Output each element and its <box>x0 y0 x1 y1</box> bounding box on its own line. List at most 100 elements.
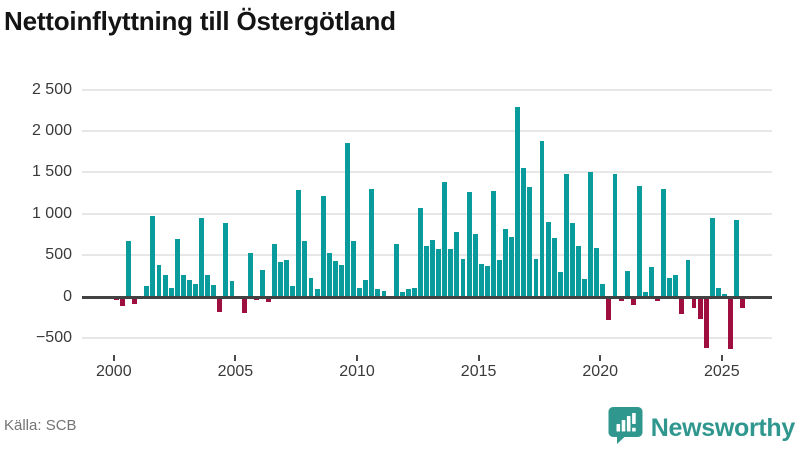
bar-quarter <box>180 274 186 297</box>
bar-quarter <box>448 248 454 297</box>
bar-quarter <box>722 294 727 297</box>
bar-quarter <box>259 270 265 297</box>
bar-quarter <box>241 296 247 314</box>
bar-quarter <box>369 188 375 297</box>
bar-quarter <box>472 234 478 297</box>
bar-quarter <box>570 222 575 297</box>
bar-quarter <box>144 286 150 297</box>
bar-quarter <box>284 259 290 297</box>
bar-quarter <box>266 296 271 303</box>
bar-quarter <box>199 217 204 297</box>
bar-quarter <box>497 259 502 297</box>
bar-quarter <box>557 272 563 297</box>
bar-quarter <box>430 240 436 297</box>
x-axis-tick <box>477 355 480 361</box>
bar-quarter <box>734 219 740 297</box>
bar-quarter <box>478 263 484 297</box>
bar-quarter <box>150 215 156 297</box>
bar-quarter <box>606 296 612 320</box>
bar-quarter <box>168 287 174 297</box>
bar-quarter <box>186 279 192 297</box>
y-axis-tick-label: −500 <box>35 328 72 346</box>
bar-quarter <box>314 288 320 297</box>
bar-quarter <box>424 246 429 297</box>
bar-quarter <box>515 107 521 297</box>
bar-quarter <box>588 172 594 297</box>
x-axis-year-label: 2015 <box>460 363 497 380</box>
bar-quarter <box>338 265 344 297</box>
bar-quarter <box>503 228 508 297</box>
bar-quarter <box>740 296 746 309</box>
bar-quarter <box>290 286 296 297</box>
bar-quarter <box>642 292 648 297</box>
bar-quarter <box>132 296 138 304</box>
bar-quarter <box>545 222 551 297</box>
x-axis-year-label: 2000 <box>96 363 132 380</box>
bar-quarter <box>618 296 624 301</box>
bar-quarter <box>563 174 569 297</box>
bar-quarter <box>205 275 211 297</box>
bar-quarter <box>247 252 253 297</box>
bar-quarter <box>509 236 515 297</box>
bar-quarter <box>217 296 223 312</box>
bar-quarter <box>393 243 399 297</box>
bar-quarter <box>302 241 308 297</box>
bar-quarter <box>709 217 715 297</box>
bar-quarter <box>454 231 460 297</box>
bar-quarter <box>174 238 180 297</box>
gridline <box>82 336 772 339</box>
bar-quarter <box>636 186 642 297</box>
bar-quarter <box>624 271 630 297</box>
bar-quarter <box>484 266 490 297</box>
bar-quarter <box>703 296 709 348</box>
bar-quarter <box>582 278 588 297</box>
x-axis-tick <box>720 355 723 361</box>
bar-quarter <box>539 141 545 297</box>
bar-quarter <box>697 296 703 320</box>
bar-quarter <box>363 279 369 297</box>
y-axis-tick-label: 1 000 <box>31 204 72 222</box>
x-axis-year-label: 2020 <box>582 363 618 380</box>
bar-quarter <box>345 142 350 297</box>
bar-quarter <box>460 259 466 297</box>
plot-area: 2 500 2 000 1 500 1 000 500 0 −500 2000 2005 2010… <box>31 81 772 380</box>
bar-quarter <box>521 168 527 297</box>
y-axis-tick-label: 1 500 <box>31 163 72 181</box>
bar-quarter <box>576 246 581 297</box>
bar-quarter <box>630 296 636 306</box>
bar-quarter <box>296 189 302 297</box>
bar-quarter <box>490 191 496 297</box>
bar-quarter <box>278 262 284 297</box>
bar-quarter <box>679 296 685 315</box>
x-axis-year-label: 2005 <box>217 363 254 380</box>
bar-quarter <box>211 285 217 297</box>
x-axis-tick <box>599 355 602 361</box>
bar-quarter <box>600 283 606 297</box>
newsworthy-wordmark: Newsworthy <box>650 413 796 442</box>
bar-quarter <box>120 296 125 306</box>
gridline <box>82 212 772 215</box>
x-axis-year-label: 2025 <box>704 363 740 380</box>
bar-quarter <box>667 277 673 297</box>
newsworthy-logo: Newsworthy <box>607 405 795 450</box>
x-axis-tick <box>356 355 358 361</box>
bar-quarter <box>193 283 198 297</box>
x-axis-tick <box>234 355 237 361</box>
bar-quarter <box>551 237 557 297</box>
bar-quarter <box>655 296 660 302</box>
bar-quarter <box>418 208 423 297</box>
bar-quarter <box>685 259 691 297</box>
bar-quarter <box>411 287 417 297</box>
y-axis-tick-label: 2 000 <box>31 122 72 140</box>
bar-quarter <box>594 247 600 297</box>
y-axis-tick-label: 0 <box>63 287 72 305</box>
bar-quarter <box>436 248 442 297</box>
bar-quarter <box>381 290 387 297</box>
bar-quarter <box>375 289 381 297</box>
bar-quarter <box>162 274 168 297</box>
y-axis-tick-label: 500 <box>45 246 72 264</box>
bar-quarter <box>229 280 235 297</box>
source-note: Källa: SCB <box>4 417 77 434</box>
gridline <box>82 171 772 174</box>
